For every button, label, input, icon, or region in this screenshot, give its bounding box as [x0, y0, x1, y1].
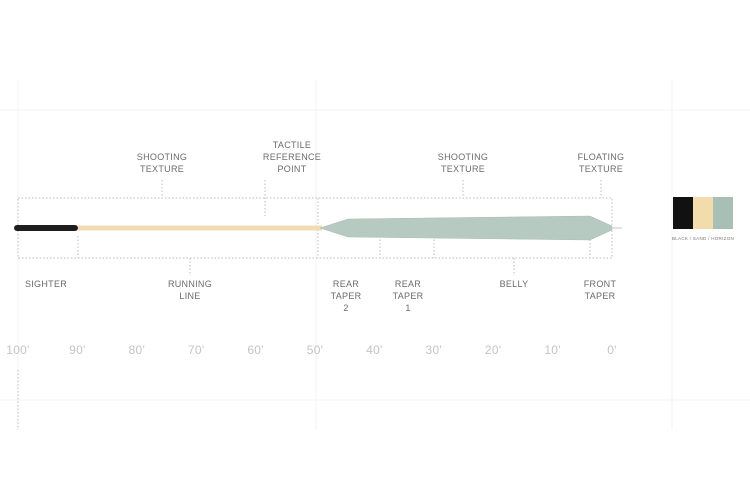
label-below: TAPER: [585, 291, 616, 301]
running-line-section: [78, 225, 322, 231]
scale-label: 60': [247, 343, 264, 357]
label-below: 2: [343, 303, 348, 313]
label-below: RUNNING: [168, 279, 212, 289]
label-below: SIGHTER: [25, 279, 67, 289]
label-above: TACTILE: [273, 140, 311, 150]
swatch-black: [673, 197, 693, 229]
label-above: SHOOTING: [438, 152, 488, 162]
head-section: [319, 215, 613, 241]
label-below: TAPER: [331, 291, 362, 301]
scale-label: 0': [607, 343, 617, 357]
scale-label: 100': [6, 343, 30, 357]
color-swatches: BLACK / SAND / HORIZON: [672, 197, 734, 241]
label-below: LINE: [179, 291, 200, 301]
label-above: FLOATING: [578, 152, 625, 162]
label-below: TAPER: [393, 291, 424, 301]
scale-label: 20': [485, 343, 502, 357]
background-grid: [0, 80, 750, 430]
scale-label: 80': [129, 343, 146, 357]
fly-line: [14, 215, 622, 241]
label-below: REAR: [333, 279, 359, 289]
label-above: TEXTURE: [140, 164, 184, 174]
scale-label: 40': [366, 343, 383, 357]
label-above: TEXTURE: [441, 164, 485, 174]
label-above: TEXTURE: [579, 164, 623, 174]
scale-label: 30': [426, 343, 443, 357]
label-below: 1: [405, 303, 410, 313]
label-below: BELLY: [500, 279, 529, 289]
swatch-horizon: [713, 197, 733, 229]
scale-label: 90': [69, 343, 86, 357]
label-above: SHOOTING: [137, 152, 187, 162]
label-above: REFERENCE: [263, 152, 321, 162]
scale-label: 50': [307, 343, 324, 357]
label-above: POINT: [277, 164, 306, 174]
swatch-sand: [693, 197, 713, 229]
scale-label: 10': [544, 343, 561, 357]
label-below: REAR: [395, 279, 421, 289]
swatch-caption: BLACK / SAND / HORIZON: [672, 236, 734, 241]
label-below: FRONT: [584, 279, 617, 289]
sighter-section: [14, 225, 78, 231]
scale-label: 70': [188, 343, 205, 357]
